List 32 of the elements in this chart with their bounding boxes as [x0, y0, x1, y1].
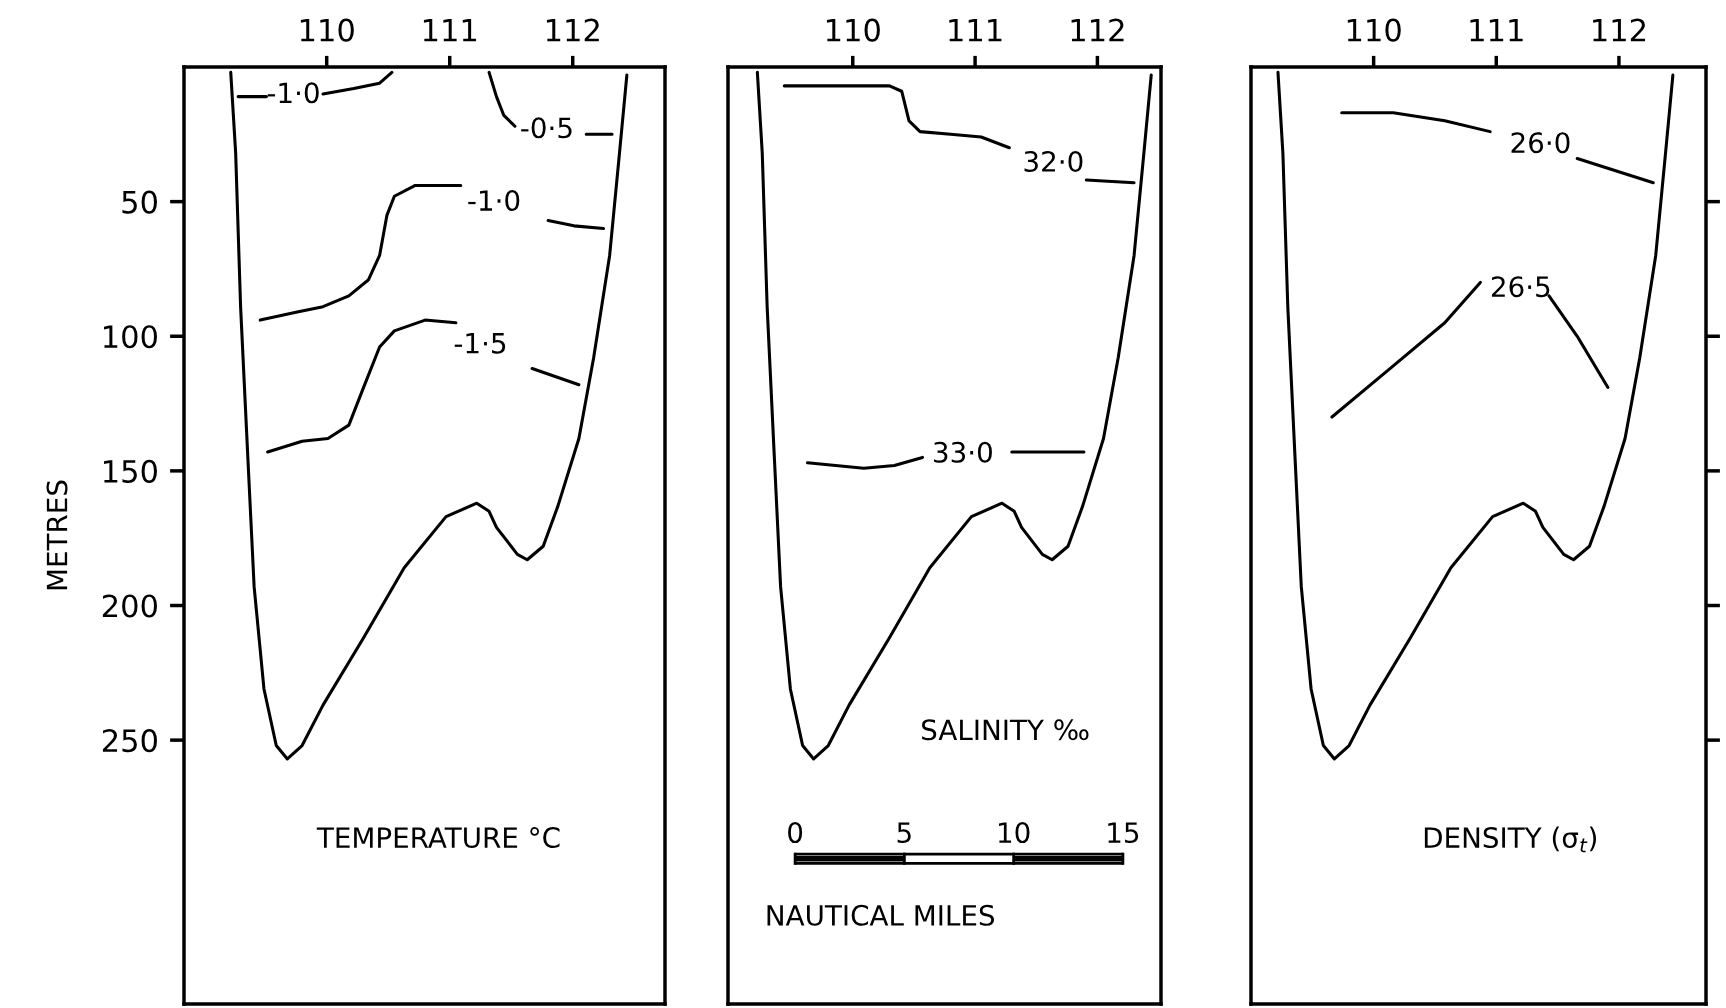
series-label: 26·0: [1511, 132, 1570, 154]
y-tick-label: 200: [102, 594, 157, 618]
x-tick-label: 111: [423, 18, 477, 42]
x-tick-label: 112: [546, 18, 599, 42]
y-tick-label: 250: [102, 729, 157, 753]
y-tick-label: 150: [104, 459, 157, 483]
annotation: 0: [788, 822, 803, 844]
x-tick-label: 111: [1470, 18, 1523, 42]
annotation: 5: [897, 822, 911, 844]
series-label: -1·0: [468, 190, 520, 212]
series-label: 32·0: [1024, 150, 1083, 172]
x-tick-label: 110: [300, 18, 354, 42]
y-tick-label: 50: [122, 190, 157, 214]
series-label: 26·5: [1491, 276, 1550, 298]
line-series: [229, 70, 629, 761]
annotation: DENSITY (σ$_{t}$): [1424, 826, 1597, 853]
x-tick-label: 110: [1347, 18, 1401, 42]
x-tick-label: 112: [1593, 18, 1646, 42]
y-tick-label: 100: [104, 325, 157, 349]
series-label: 33·0: [934, 441, 992, 463]
x-tick-label: 110: [826, 18, 880, 42]
annotation: 10: [999, 822, 1030, 844]
x-tick-label: 111: [949, 18, 1002, 42]
annotation: 15: [1108, 822, 1139, 844]
series-label: -1·0: [267, 82, 319, 104]
annotation: TEMPERATURE °C: [316, 827, 560, 849]
y-axis-title: METRES: [46, 480, 68, 590]
annotation: SALINITY ‰: [922, 719, 1089, 741]
series-label: -1·5: [454, 333, 506, 354]
x-tick-label: 112: [1071, 18, 1124, 42]
series-label: -0·5: [521, 117, 572, 139]
annotation: NAUTICAL MILES: [767, 904, 995, 926]
